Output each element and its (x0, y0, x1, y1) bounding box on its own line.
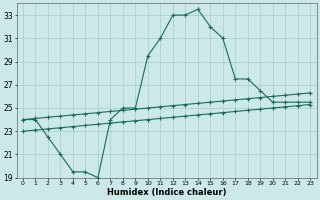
X-axis label: Humidex (Indice chaleur): Humidex (Indice chaleur) (107, 188, 226, 197)
